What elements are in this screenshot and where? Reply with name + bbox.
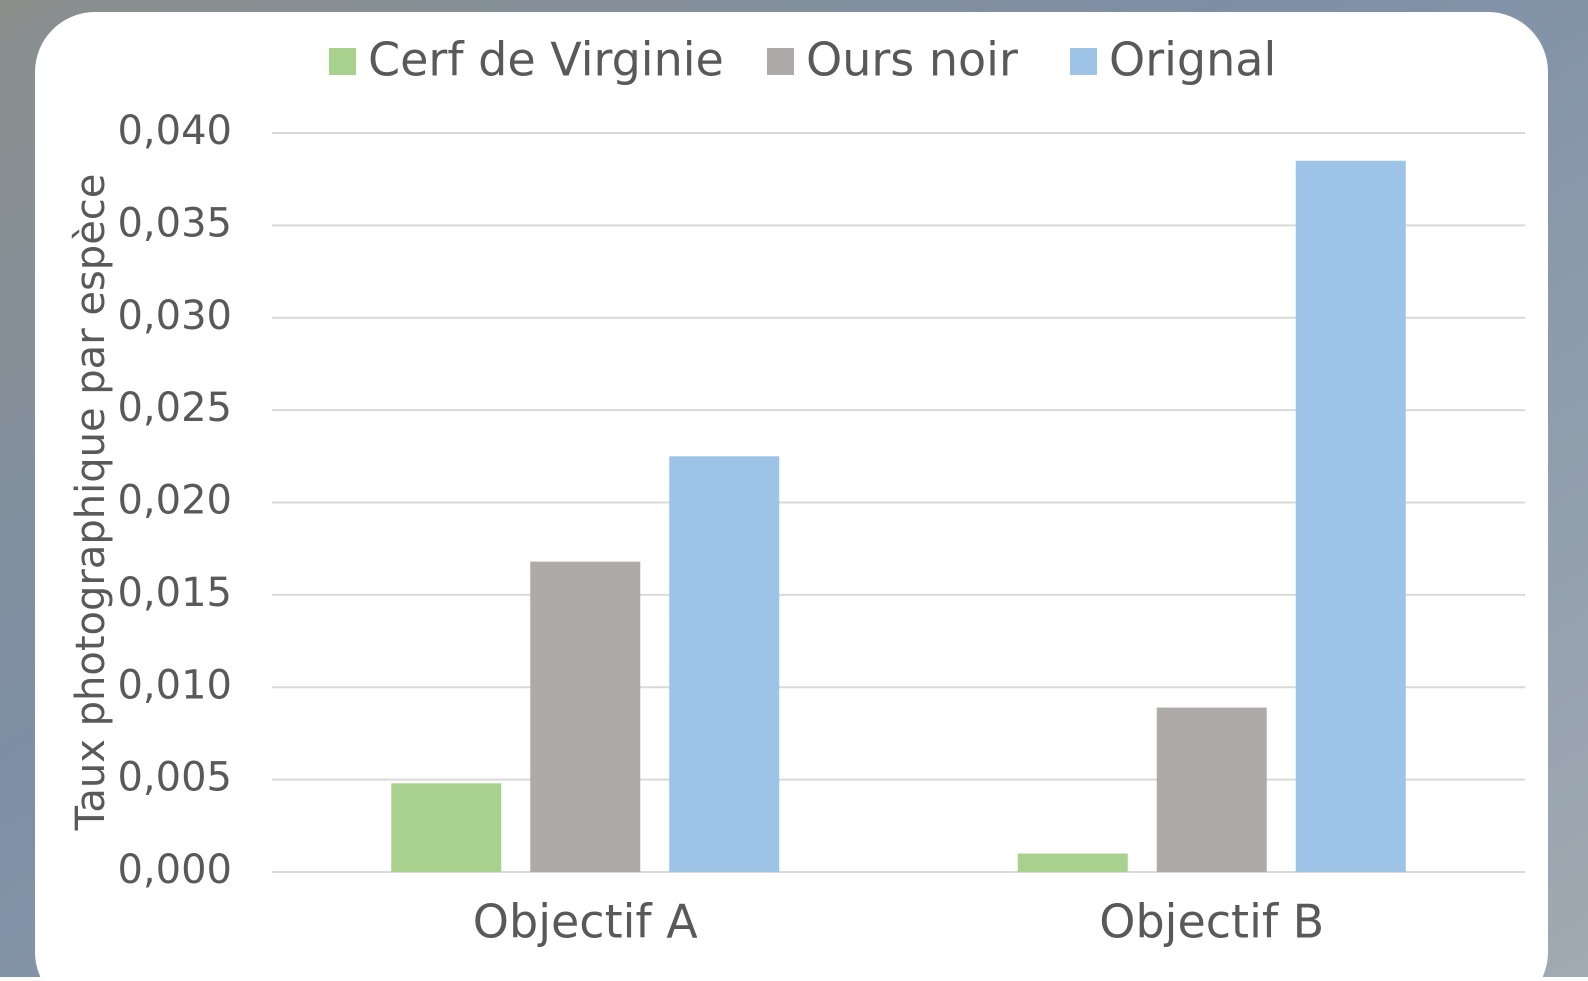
bar xyxy=(391,783,501,872)
y-tick-label: 0,040 xyxy=(117,108,232,154)
chart: Taux photographique par espèce 0,000 0,00… xyxy=(0,0,1588,977)
page: {"chart_data": {"type": "bar", "y_label"… xyxy=(0,0,1588,977)
y-tick-label: 0,025 xyxy=(117,385,232,431)
bar xyxy=(1157,708,1267,872)
x-tick-label: Objectif B xyxy=(1099,895,1324,949)
legend-label: Orignal xyxy=(1109,33,1276,87)
y-tick-label: 0,005 xyxy=(117,755,232,801)
y-tick-label: 0,030 xyxy=(117,293,232,339)
legend-label: Ours noir xyxy=(806,33,1018,87)
y-axis-title: Taux photographique par espèce xyxy=(68,174,114,832)
bar xyxy=(1018,854,1128,872)
bar xyxy=(1296,161,1406,872)
legend-swatch xyxy=(1070,48,1097,75)
bar xyxy=(669,456,779,872)
y-tick-label: 0,015 xyxy=(117,570,232,616)
y-tick-label: 0,035 xyxy=(117,200,232,246)
y-tick-label: 0,020 xyxy=(117,478,232,524)
bar xyxy=(530,562,640,872)
legend-label: Cerf de Virginie xyxy=(368,33,724,87)
y-tick-label: 0,010 xyxy=(117,662,232,708)
y-tick-label: 0,000 xyxy=(117,847,232,893)
x-tick-label: Objectif A xyxy=(473,895,698,949)
legend-swatch xyxy=(767,48,794,75)
legend-swatch xyxy=(329,48,356,75)
